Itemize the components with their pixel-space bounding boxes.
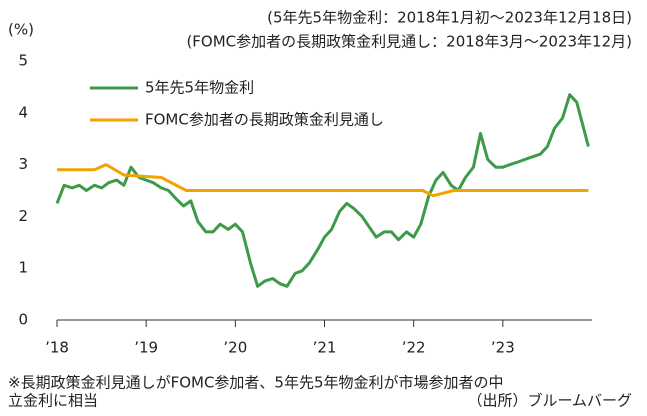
subtitle: (FOMC参加者の長期政策金利見通し：2018年3月～2023年12月) bbox=[186, 33, 632, 51]
x-tick-label: ’18 bbox=[45, 339, 69, 357]
legend-label: 5年先5年物金利 bbox=[145, 79, 254, 97]
y-tick-label: 3 bbox=[18, 155, 28, 173]
series-line bbox=[57, 163, 589, 198]
y-tick-label: 1 bbox=[18, 259, 28, 277]
y-tick-label: 2 bbox=[18, 207, 28, 225]
x-tick-label: ’20 bbox=[223, 339, 247, 357]
legend-label: FOMC参加者の長期政策金利見通し bbox=[145, 111, 384, 129]
y-axis-label: (%) bbox=[8, 21, 34, 39]
source: （出所）ブルームバーグ bbox=[467, 392, 632, 410]
x-tick-label: ’19 bbox=[134, 339, 158, 357]
note: ※長期政策金利見通しがFOMC参加者、5年先5年物金利が市場参加者の中 bbox=[8, 374, 504, 392]
subtitle: (5年先5年物金利：2018年1月初～2023年12月18日) bbox=[267, 9, 632, 27]
x-tick-label: ’22 bbox=[402, 339, 426, 357]
series-line bbox=[55, 93, 590, 288]
x-tick-label: ’21 bbox=[313, 339, 337, 357]
x-tick-label: ’23 bbox=[491, 339, 515, 357]
y-tick-label: 0 bbox=[18, 311, 28, 329]
note: 立金利に相当 bbox=[8, 392, 98, 410]
y-tick-label: 4 bbox=[18, 103, 28, 121]
y-tick-label: 5 bbox=[18, 52, 28, 70]
